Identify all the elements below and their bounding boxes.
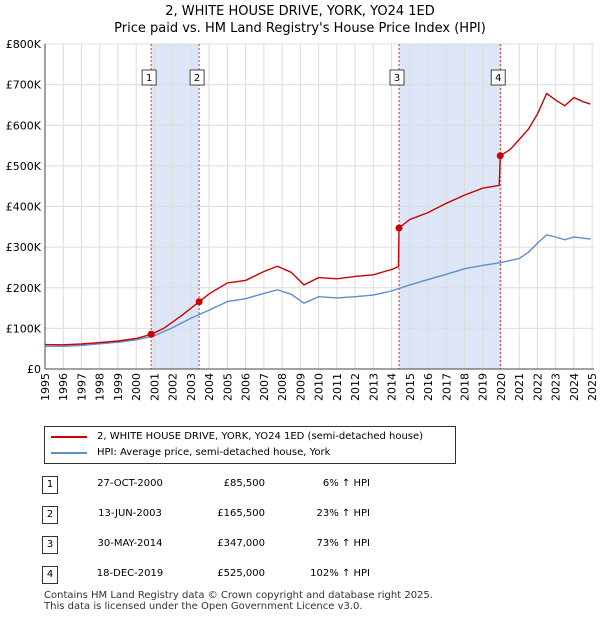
sale-date: 27-OCT-2000 <box>97 478 163 489</box>
legend-swatch-property <box>51 436 87 438</box>
sale-label-number: 2 <box>194 73 200 84</box>
y-tick-label: £700K <box>6 79 42 92</box>
x-tick-label: 2012 <box>349 373 362 401</box>
sale-price: £525,000 <box>217 568 265 579</box>
sale-label-box <box>490 69 506 86</box>
sale-row: 4 18-DEC-2019 £525,000 102% ↑ HPI <box>40 566 400 584</box>
price-chart: £0 £100K £200K £300K £400K £500K £600K £700K £80… <box>6 38 599 401</box>
chart-title: 2, WHITE HOUSE DRIVE, YORK, YO24 1ED Pri… <box>0 3 600 37</box>
sale-number-badge: 1 <box>42 476 58 494</box>
x-tick-label: 2008 <box>276 373 289 401</box>
x-tick-label: 2015 <box>404 373 417 401</box>
x-tick-label: 2017 <box>440 373 453 401</box>
x-tick-label: 2022 <box>531 373 544 401</box>
title-line-2: Price paid vs. HM Land Registry's House … <box>114 21 486 36</box>
sale-hpi-delta: 73% ↑ HPI <box>316 538 370 549</box>
sale-label-number: 3 <box>394 73 400 84</box>
sale-point <box>195 298 203 306</box>
x-tick-label: 2014 <box>386 373 399 401</box>
sale-row: 2 13-JUN-2003 £165,500 23% ↑ HPI <box>40 506 400 524</box>
sale-point <box>496 152 504 160</box>
sale-number-badge: 2 <box>42 506 58 524</box>
sale-point <box>395 224 403 232</box>
x-tick-label: 1996 <box>57 373 70 401</box>
y-tick-label: £800K <box>6 38 42 51</box>
legend-label-hpi: HPI: Average price, semi-detached house,… <box>97 447 331 458</box>
sale-hpi-delta: 102% ↑ HPI <box>310 568 370 579</box>
x-tick-label: 2005 <box>221 373 234 401</box>
x-tick-label: 2020 <box>495 373 508 401</box>
x-tick-label: 2021 <box>513 373 526 401</box>
x-tick-label: 2009 <box>294 373 307 401</box>
x-tick-label: 1999 <box>112 373 125 401</box>
footer-line-2: This data is licensed under the Open Gov… <box>44 601 363 612</box>
x-tick-label: 2025 <box>586 373 599 401</box>
x-tick-label: 2011 <box>331 373 344 401</box>
y-tick-label: £500K <box>6 160 42 173</box>
x-tick-label: 2007 <box>258 373 271 401</box>
x-tick-label: 2024 <box>568 373 581 401</box>
x-tick-label: 1995 <box>39 373 52 401</box>
x-tick-label: 2010 <box>313 373 326 401</box>
sale-label-box <box>141 69 157 86</box>
x-tick-label: 2004 <box>203 373 216 401</box>
x-tick-label: 2000 <box>130 373 143 401</box>
legend-label-property: 2, WHITE HOUSE DRIVE, YORK, YO24 1ED (se… <box>97 431 424 442</box>
sale-label-number: 1 <box>146 73 152 84</box>
sale-hpi-delta: 6% ↑ HPI <box>322 478 370 489</box>
y-tick-label: £600K <box>6 119 42 132</box>
x-tick-label: 2023 <box>550 373 563 401</box>
legend-swatch-hpi <box>51 452 87 454</box>
x-tick-label: 1997 <box>75 373 88 401</box>
sale-point <box>147 330 155 338</box>
chart-legend: 2, WHITE HOUSE DRIVE, YORK, YO24 1ED (se… <box>44 426 456 464</box>
x-tick-label: 2013 <box>367 373 380 401</box>
x-tick-label: 1998 <box>94 373 107 401</box>
x-tick-label: 2016 <box>422 373 435 401</box>
sale-label-number: 4 <box>495 73 501 84</box>
x-tick-label: 2001 <box>148 373 161 401</box>
sale-date: 30-MAY-2014 <box>97 538 163 549</box>
hpi-line <box>45 234 591 347</box>
x-tick-label: 2019 <box>477 373 490 401</box>
x-tick-label: 2002 <box>167 373 180 401</box>
sale-number-badge: 4 <box>42 566 58 584</box>
sale-label-box <box>389 69 405 86</box>
y-tick-label: £200K <box>6 282 42 295</box>
y-tick-label: £400K <box>6 201 42 214</box>
sale-date: 13-JUN-2003 <box>98 508 162 519</box>
sale-price: £347,000 <box>217 538 265 549</box>
sale-row: 3 30-MAY-2014 £347,000 73% ↑ HPI <box>40 536 400 554</box>
sale-price: £85,500 <box>223 478 265 489</box>
sale-date: 18-DEC-2019 <box>96 568 164 579</box>
footer-attribution: Contains HM Land Registry data © Crown c… <box>44 590 433 612</box>
x-tick-label: 2006 <box>240 373 253 401</box>
x-tick-label: 2018 <box>459 373 472 401</box>
footer-line-1: Contains HM Land Registry data © Crown c… <box>44 590 433 601</box>
sale-hpi-delta: 23% ↑ HPI <box>316 508 370 519</box>
title-line-1: 2, WHITE HOUSE DRIVE, YORK, YO24 1ED <box>165 4 435 19</box>
y-tick-label: £300K <box>6 241 42 254</box>
sale-label-box <box>189 69 205 86</box>
sale-number-badge: 3 <box>42 536 58 554</box>
sale-row: 1 27-OCT-2000 £85,500 6% ↑ HPI <box>40 476 400 494</box>
x-tick-label: 2003 <box>185 373 198 401</box>
property-price-line <box>44 92 591 346</box>
sale-price: £165,500 <box>217 508 265 519</box>
y-tick-label: £100K <box>6 322 42 335</box>
y-tick-label: £0 <box>27 363 41 376</box>
